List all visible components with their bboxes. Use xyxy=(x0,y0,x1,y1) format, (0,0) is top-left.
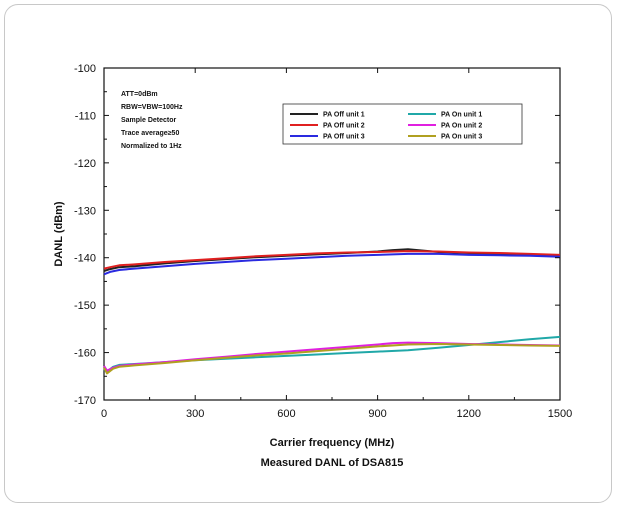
legend-label: PA On unit 2 xyxy=(441,123,482,130)
x-tick-label: 1500 xyxy=(548,408,572,420)
annotation-line: ATT=0dBm xyxy=(121,91,158,98)
x-tick-label: 900 xyxy=(368,408,386,420)
legend-label: PA On unit 3 xyxy=(441,134,482,141)
annotation-line: Sample Detector xyxy=(121,117,177,124)
axis-ticks: 0 300 600 900 1200 1500 -100 -110 -120 -130 -140 -1… xyxy=(74,63,572,420)
series-line-3 xyxy=(103,252,561,276)
series-line-6 xyxy=(103,343,561,375)
x-tick-label: 300 xyxy=(186,408,204,420)
y-tick-label: -120 xyxy=(74,158,96,170)
y-tick-label: -100 xyxy=(74,63,96,75)
series-line-5 xyxy=(103,341,561,372)
y-tick-label: -110 xyxy=(75,110,96,122)
legend-label: PA Off unit 1 xyxy=(323,112,365,119)
y-tick-label: -150 xyxy=(74,300,96,312)
legend: PA Off unit 1 PA Off unit 2 PA Off unit 3 P… xyxy=(282,103,523,145)
legend-items: PA Off unit 1 PA Off unit 2 PA Off unit 3 P… xyxy=(290,112,482,141)
legend-label: PA On unit 1 xyxy=(441,112,482,119)
series-line-4 xyxy=(103,335,561,373)
y-tick-label: -170 xyxy=(74,395,96,407)
x-axis-label: Carrier frequency (MHz) xyxy=(270,437,395,449)
x-tick-label: 1200 xyxy=(457,408,481,420)
x-tick-label: 0 xyxy=(101,408,107,420)
figure-caption: Measured DANL of DSA815 xyxy=(261,457,404,469)
series-line-2 xyxy=(103,250,561,270)
annotation-line: RBW=VBW=100Hz xyxy=(121,104,183,111)
x-tick-label: 600 xyxy=(277,408,295,420)
y-tick-label: -130 xyxy=(74,205,96,217)
y-tick-label: -140 xyxy=(74,253,96,265)
legend-box xyxy=(282,103,523,145)
annotation-line: Trace average≥50 xyxy=(121,130,179,137)
annotation-block: ATT=0dBm RBW=VBW=100Hz Sample Detector T… xyxy=(121,91,183,150)
series-layer xyxy=(103,248,561,375)
annotation-line: Normalized to 1Hz xyxy=(121,143,182,150)
y-axis-label: DANL (dBm) xyxy=(53,201,65,267)
legend-label: PA Off unit 3 xyxy=(323,134,365,141)
legend-label: PA Off unit 2 xyxy=(323,123,365,130)
y-tick-label: -160 xyxy=(74,348,96,360)
